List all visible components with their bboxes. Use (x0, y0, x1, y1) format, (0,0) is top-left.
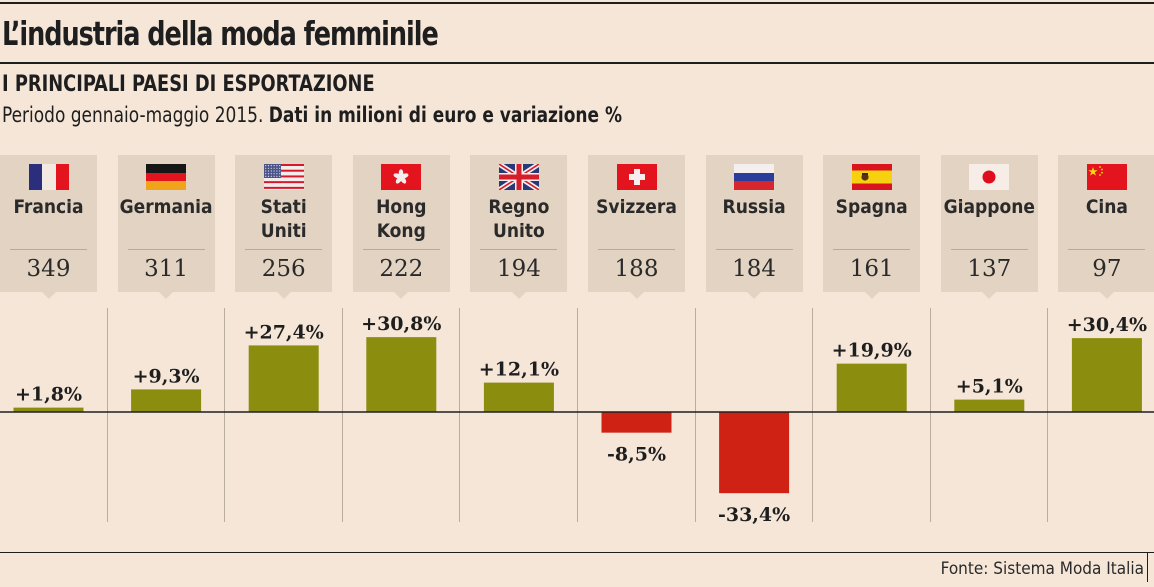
export-value: 194 (496, 256, 541, 282)
japan-flag-icon (969, 164, 1010, 190)
germany-flag-icon (146, 164, 187, 190)
country-name: Spagna (835, 196, 908, 218)
export-value: 311 (144, 256, 189, 282)
hong-kong-flag-icon (381, 164, 422, 190)
export-value: 188 (614, 256, 659, 282)
country-name: Hong Kong (376, 196, 427, 242)
country-card: Regno Unito 194 (470, 155, 568, 299)
title-rule (0, 62, 1154, 64)
country-card: Hong Kong 222 (352, 155, 450, 299)
change-bar (131, 389, 202, 412)
change-label: -8,5% (607, 444, 666, 466)
export-value: 184 (732, 256, 777, 282)
country-card: Russia 184 (705, 155, 803, 299)
change-label: +12,1% (479, 359, 559, 381)
country-card: Spagna 161 (823, 155, 921, 299)
change-bar (719, 412, 790, 494)
export-value: 349 (26, 256, 71, 282)
change-bar (601, 412, 672, 433)
country-name: Germania (119, 196, 213, 218)
country-name: Francia (13, 196, 84, 218)
export-value: 222 (379, 256, 424, 282)
card-divider (598, 249, 675, 250)
spain-flag-icon (851, 164, 892, 190)
country-name: Regno Unito (488, 196, 550, 242)
footer-rule (0, 552, 1154, 553)
change-bar (13, 407, 84, 412)
switzerland-flag-icon (616, 164, 657, 190)
card-divider (245, 249, 323, 250)
country-card: Francia 349 (0, 155, 97, 299)
chart-title: L’industria della moda femminile (2, 14, 439, 53)
change-label: +19,9% (832, 340, 912, 362)
change-label: +9,3% (133, 365, 200, 387)
footer-vertical-rule (1147, 552, 1148, 582)
china-flag-icon (1086, 164, 1127, 190)
export-value: 137 (967, 256, 1012, 282)
country-cards: Francia 349 Germania 311 Stati Uniti 256 Hong … (0, 155, 1154, 305)
card-divider (950, 249, 1028, 250)
russia-flag-icon (734, 164, 775, 190)
change-bar (366, 337, 437, 412)
change-bar (1071, 338, 1142, 412)
change-bar (483, 382, 554, 412)
change-bar-chart: +1,8% +9,3% +27,4% +30,8% +12,1% -8,5% -33,4% +… (0, 308, 1154, 526)
change-label: +5,1% (956, 376, 1023, 398)
country-card: Svizzera 188 (588, 155, 685, 299)
description-plain: Periodo gennaio-maggio 2015. (2, 103, 269, 127)
change-bar (836, 363, 907, 412)
country-card: Giappone 137 (940, 155, 1038, 299)
card-divider (362, 249, 440, 250)
export-value: 161 (849, 256, 894, 282)
change-label: +27,4% (244, 321, 324, 343)
change-bar (954, 399, 1025, 412)
country-card: Germania 311 (117, 155, 215, 299)
change-label: +30,4% (1067, 314, 1147, 336)
card-divider (480, 249, 558, 250)
chart-description: Periodo gennaio-maggio 2015. Dati in mil… (2, 103, 622, 127)
country-name: Svizzera (596, 196, 677, 218)
change-label: +30,8% (361, 313, 441, 335)
usa-flag-icon (263, 164, 304, 190)
top-rule (0, 2, 1154, 4)
card-divider (127, 249, 205, 250)
export-value: 256 (261, 256, 306, 282)
card-divider (833, 249, 911, 250)
card-divider (715, 249, 793, 250)
country-card: Cina 97 (1058, 155, 1154, 299)
source-note: Fonte: Sistema Moda Italia (940, 559, 1144, 579)
country-card: Stati Uniti 256 (235, 155, 333, 299)
change-label: +1,8% (15, 384, 82, 406)
card-divider (1068, 249, 1146, 250)
card-divider (10, 249, 87, 250)
change-label: -33,4% (718, 504, 790, 526)
change-bar (248, 345, 319, 412)
country-name: Russia (722, 196, 786, 218)
export-value: 97 (1092, 256, 1122, 282)
france-flag-icon (28, 164, 69, 190)
country-name: Stati Uniti (260, 196, 307, 242)
chart-subtitle: I PRINCIPALI PAESI DI ESPORTAZIONE (2, 72, 375, 97)
uk-flag-icon (498, 164, 539, 190)
country-name: Giappone (943, 196, 1035, 218)
country-name: Cina (1085, 196, 1128, 218)
description-bold: Dati in milioni di euro e variazione % (268, 103, 623, 127)
